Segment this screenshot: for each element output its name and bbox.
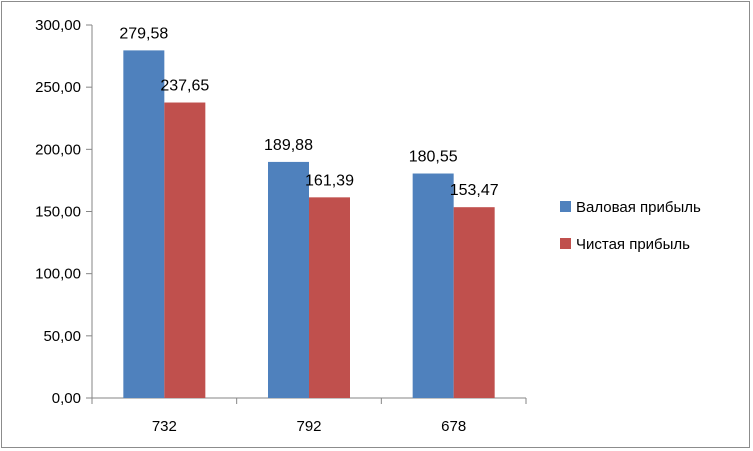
legend-label: Чистая прибыль	[576, 236, 690, 253]
bars	[123, 50, 495, 399]
x-category-label: 792	[296, 418, 321, 435]
data-label: 153,47	[450, 182, 499, 199]
y-tick-label: 0,00	[52, 390, 81, 407]
y-tick-label: 200,00	[35, 141, 81, 158]
bar-gross-profit	[123, 50, 165, 399]
y-tick-label: 250,00	[35, 79, 81, 96]
x-category-label: 732	[152, 418, 177, 435]
y-tick-label: 150,00	[35, 204, 81, 221]
y-axis: 0,00 50,00 100,00 150,00 200,00 250,00 300,00	[35, 17, 93, 407]
data-label: 161,39	[305, 172, 354, 189]
bar-net-profit	[309, 197, 350, 398]
data-label: 237,65	[160, 78, 209, 95]
legend: Валовая прибыль Чистая прибыль	[560, 199, 701, 253]
bar-net-profit	[164, 102, 206, 398]
data-label: 189,88	[264, 137, 313, 154]
bar-gross-profit	[268, 161, 309, 398]
data-label: 279,58	[119, 25, 168, 42]
data-labels: 279,58 237,65 189,88 161,39 180,55 153,47	[119, 25, 498, 199]
legend-swatch	[560, 201, 571, 212]
y-tick-label: 300,00	[35, 17, 81, 34]
x-axis: 732 792 678	[91, 397, 527, 435]
bar-gross-profit	[412, 173, 454, 398]
data-label: 180,55	[409, 149, 458, 166]
bar-net-profit	[453, 207, 495, 398]
y-tick-label: 50,00	[43, 328, 81, 345]
x-category-label: 678	[441, 418, 466, 435]
y-tick-label: 100,00	[35, 266, 81, 283]
legend-swatch	[560, 238, 571, 249]
legend-label: Валовая прибыль	[576, 199, 701, 216]
